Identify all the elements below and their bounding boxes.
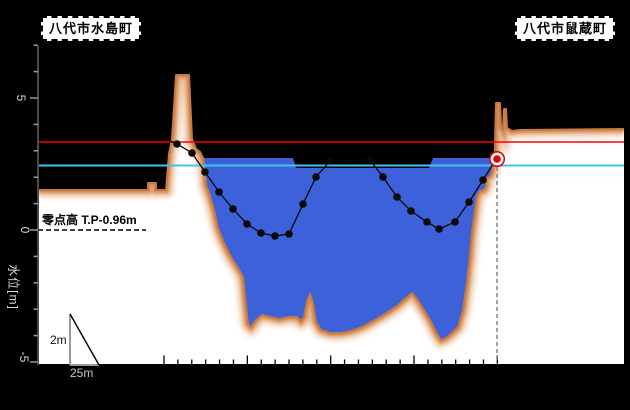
scale-horizontal-label: 25m [70,366,94,380]
scale-vertical-label: 2m [50,333,67,347]
right-town-label: 八代市鼠蔵町 [515,16,616,41]
y-tick-label-minus5: -5 [17,351,31,363]
y-tick-label-0: 0 [18,226,32,234]
zero-height-label: 零点高 T.P-0.96m [42,213,137,227]
y-axis-title: 水位[m] [6,264,21,310]
y-tick-label-5: 5 [14,94,28,102]
left-town-label: 八代市水島町 [41,16,142,41]
